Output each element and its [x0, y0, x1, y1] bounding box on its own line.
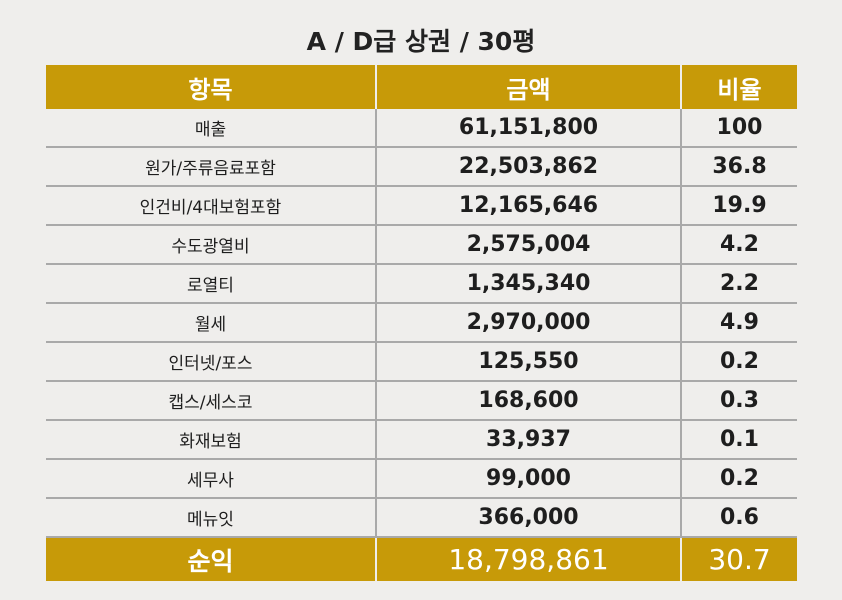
row-item: 메뉴잇	[46, 498, 377, 538]
total-row: 순익 18,798,861 30.7	[46, 537, 797, 581]
row-amount: 366,000	[376, 498, 682, 538]
row-amount: 33,937	[376, 420, 682, 460]
total-ratio: 30.7	[681, 537, 797, 581]
row-amount: 12,165,646	[376, 186, 682, 226]
row-amount: 2,970,000	[376, 303, 682, 343]
row-ratio: 0.2	[681, 459, 797, 499]
row-item: 세무사	[46, 459, 377, 499]
row-ratio: 0.6	[681, 498, 797, 538]
table-row: 인터넷/포스 125,550 0.2	[46, 342, 797, 382]
row-ratio: 19.9	[681, 186, 797, 226]
row-amount: 1,345,340	[376, 264, 682, 304]
row-ratio: 0.2	[681, 342, 797, 382]
page-title: A / D급 상권 / 30평	[306, 27, 536, 56]
table-row: 캡스/세스코 168,600 0.3	[46, 381, 797, 421]
row-item: 인건비/4대보험포함	[46, 186, 377, 226]
row-item: 캡스/세스코	[46, 381, 377, 421]
row-amount: 168,600	[376, 381, 682, 421]
row-ratio: 36.8	[681, 147, 797, 187]
row-ratio: 4.9	[681, 303, 797, 343]
row-ratio: 4.2	[681, 225, 797, 265]
row-item: 화재보험	[46, 420, 377, 460]
total-item: 순익	[46, 537, 377, 581]
table-row: 월세 2,970,000 4.9	[46, 303, 797, 343]
table-row: 원가/주류음료포함 22,503,862 36.8	[46, 147, 797, 187]
row-item: 로열티	[46, 264, 377, 304]
total-amount: 18,798,861	[376, 537, 682, 581]
table-row: 수도광열비 2,575,004 4.2	[46, 225, 797, 265]
row-item: 월세	[46, 303, 377, 343]
table-row: 인건비/4대보험포함 12,165,646 19.9	[46, 186, 797, 226]
header-item: 항목	[46, 65, 377, 109]
row-item: 매출	[46, 109, 377, 148]
table-row: 세무사 99,000 0.2	[46, 459, 797, 499]
row-item: 수도광열비	[46, 225, 377, 265]
row-item: 원가/주류음료포함	[46, 147, 377, 187]
header-amount: 금액	[376, 65, 682, 109]
row-ratio: 0.1	[681, 420, 797, 460]
row-amount: 22,503,862	[376, 147, 682, 187]
row-amount: 61,151,800	[376, 109, 682, 148]
row-amount: 99,000	[376, 459, 682, 499]
row-ratio: 100	[681, 109, 797, 148]
header-ratio: 비율	[681, 65, 797, 109]
row-amount: 2,575,004	[376, 225, 682, 265]
table-row: 화재보험 33,937 0.1	[46, 420, 797, 460]
row-ratio: 2.2	[681, 264, 797, 304]
table-row: 매출 61,151,800 100	[46, 109, 797, 148]
cost-table: 항목 금액 비율 매출 61,151,800 100 원가/주류음료포함 22,…	[46, 65, 797, 581]
row-amount: 125,550	[376, 342, 682, 382]
row-ratio: 0.3	[681, 381, 797, 421]
table-row: 로열티 1,345,340 2.2	[46, 264, 797, 304]
table-row: 메뉴잇 366,000 0.6	[46, 498, 797, 538]
row-item: 인터넷/포스	[46, 342, 377, 382]
header-row: 항목 금액 비율	[46, 65, 797, 109]
